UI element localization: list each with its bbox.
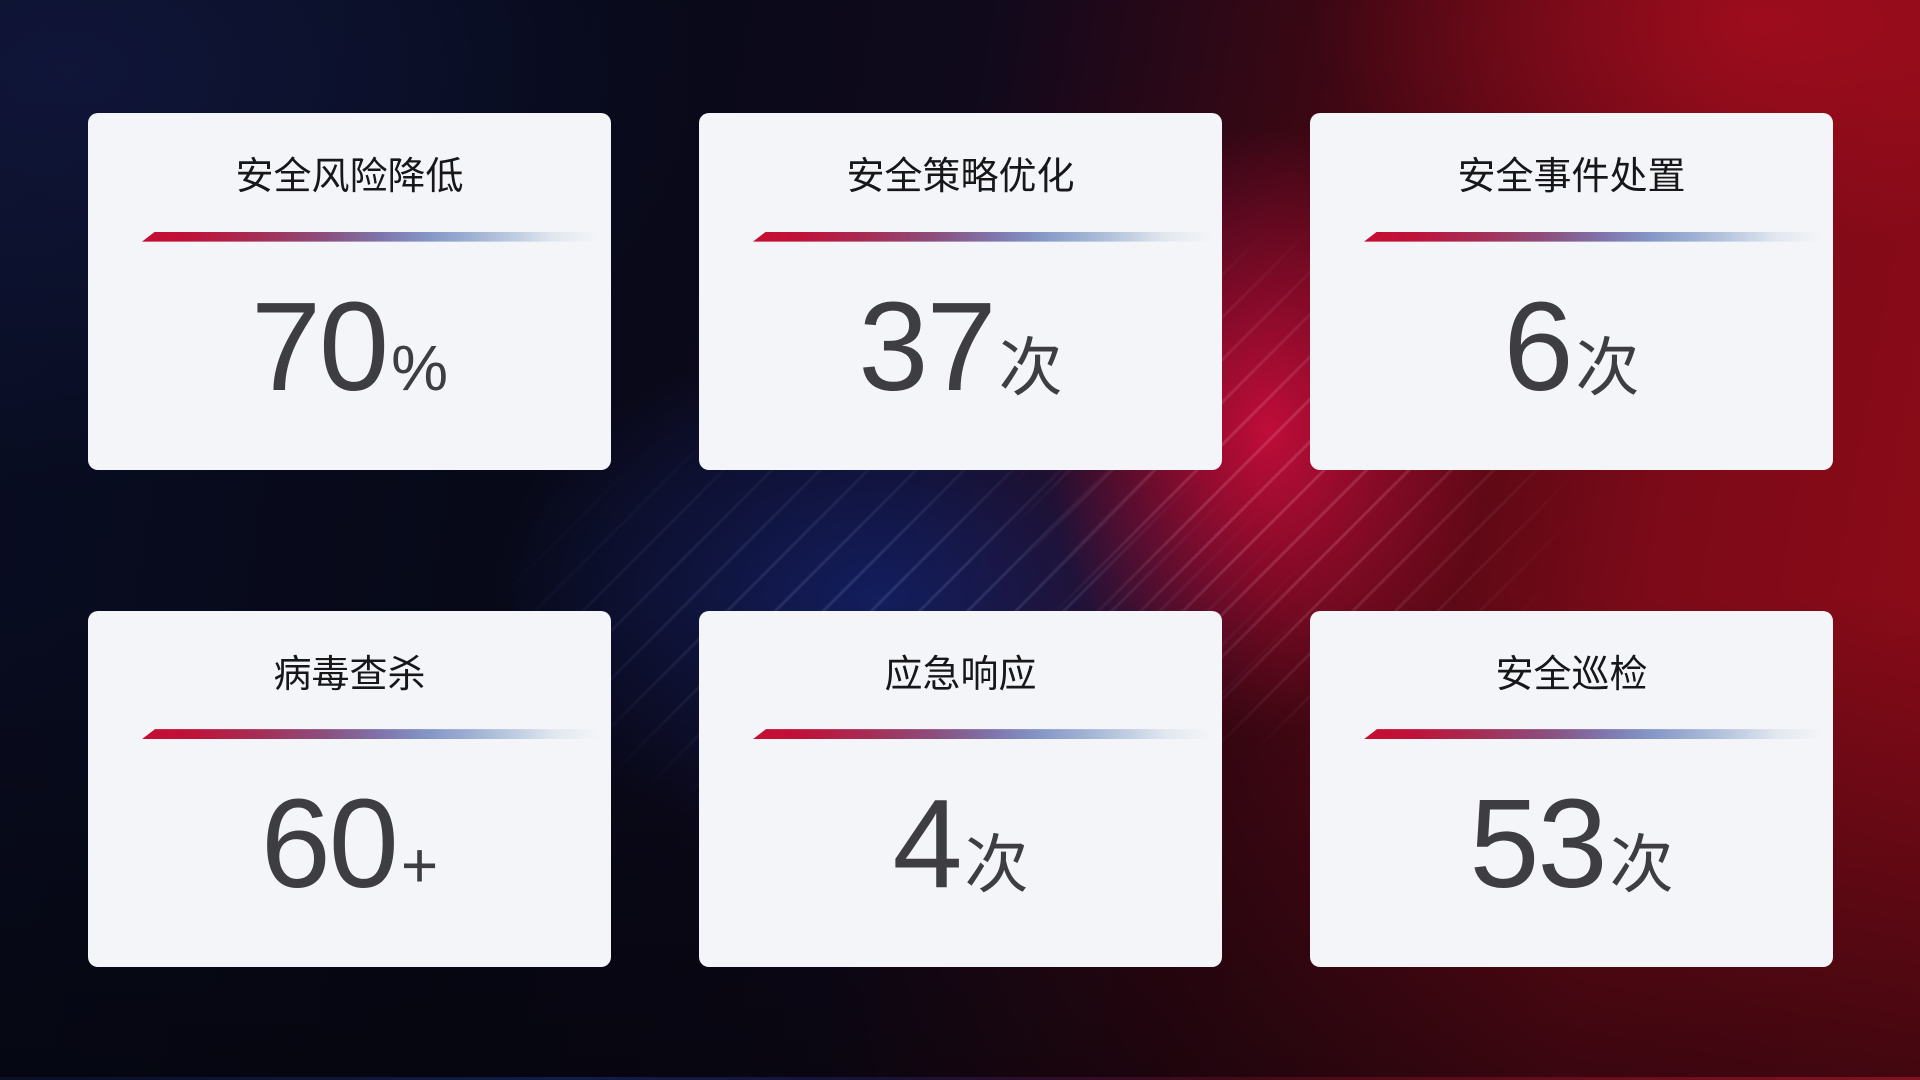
card-value: 70 bbox=[250, 275, 389, 417]
card-title: 安全事件处置 bbox=[1457, 156, 1686, 198]
card-unit: 次 bbox=[998, 331, 1063, 404]
card-value: 37 bbox=[858, 275, 996, 417]
card-unit: 次 bbox=[1575, 331, 1640, 404]
card-value-row: 6 次 bbox=[1310, 275, 1833, 417]
card-value-row: 70 % bbox=[88, 275, 611, 417]
stat-card-virus-scan: 病毒查杀 60 + bbox=[88, 610, 611, 967]
gradient-divider bbox=[142, 729, 601, 740]
card-title: 病毒查杀 bbox=[273, 653, 426, 696]
card-title: 安全风险降低 bbox=[235, 156, 464, 198]
card-value-row: 53 次 bbox=[1310, 781, 1833, 907]
card-title: 安全巡检 bbox=[1495, 653, 1648, 696]
card-value: 4 bbox=[892, 773, 962, 915]
card-title: 应急响应 bbox=[884, 653, 1037, 696]
card-value: 60 bbox=[260, 773, 399, 915]
card-unit: + bbox=[400, 829, 439, 902]
card-unit: % bbox=[391, 331, 449, 404]
gradient-divider bbox=[1364, 729, 1823, 740]
card-unit: 次 bbox=[1609, 829, 1674, 902]
stat-card-security-incident-handling: 安全事件处置 6 次 bbox=[1310, 113, 1833, 470]
gradient-divider bbox=[142, 231, 601, 242]
bottom-edge-gradient-line bbox=[0, 1077, 1920, 1080]
stat-card-emergency-response: 应急响应 4 次 bbox=[699, 610, 1222, 967]
stat-card-security-risk-reduction: 安全风险降低 70 % bbox=[88, 113, 611, 470]
gradient-divider bbox=[753, 729, 1212, 740]
card-value: 6 bbox=[1503, 275, 1573, 417]
card-value: 53 bbox=[1469, 773, 1607, 915]
card-unit: 次 bbox=[964, 829, 1029, 902]
gradient-divider bbox=[753, 231, 1212, 242]
card-title: 安全策略优化 bbox=[846, 156, 1075, 198]
card-value-row: 4 次 bbox=[699, 781, 1222, 907]
card-value-row: 37 次 bbox=[699, 275, 1222, 417]
stat-card-security-policy-optimization: 安全策略优化 37 次 bbox=[699, 113, 1222, 470]
stats-card-grid: 安全风险降低 70 % 安全策略优化 37 次 安全事件处置 6 次 病毒查杀 … bbox=[88, 113, 1833, 967]
gradient-divider bbox=[1364, 231, 1823, 242]
stat-card-security-inspection: 安全巡检 53 次 bbox=[1310, 610, 1833, 967]
card-value-row: 60 + bbox=[88, 781, 611, 907]
